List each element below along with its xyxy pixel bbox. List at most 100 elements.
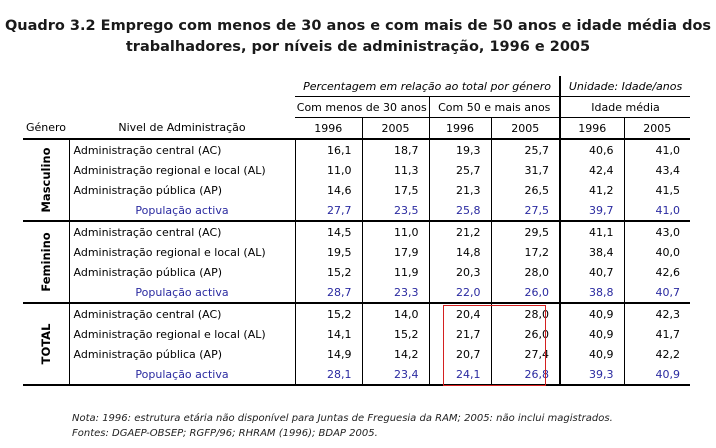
value-cell: 24,1: [428, 364, 491, 386]
value-cell: 42,3: [623, 303, 691, 324]
value-cell: 41,5: [623, 180, 691, 200]
value-cell: 40,7: [559, 262, 625, 282]
year-header: 1996: [559, 117, 625, 140]
value-cell: 42,2: [623, 344, 691, 364]
value-cell: 15,2: [294, 262, 362, 282]
value-cell: 23,5: [361, 200, 429, 222]
admin-level-label: Administração central (AC): [68, 221, 295, 242]
gender-group-label: Feminino: [38, 232, 53, 292]
admin-level-label: População activa: [68, 282, 295, 304]
value-cell: 41,0: [623, 200, 691, 222]
gender-group-cell: TOTAL: [23, 303, 69, 386]
value-cell: 40,9: [559, 324, 625, 344]
value-cell: 41,0: [623, 139, 691, 160]
value-cell: 20,7: [428, 344, 491, 364]
gender-group-cell: Masculino: [23, 139, 69, 222]
table-row: Administração pública (AP) 15,2 11,9 20,3 28…: [23, 262, 691, 282]
year-header: 2005: [490, 117, 561, 140]
admin-level-label: Administração regional e local (AL): [68, 324, 295, 344]
gender-group-cell: Feminino: [23, 221, 69, 304]
value-cell: 43,4: [623, 160, 691, 180]
admin-level-label: Administração regional e local (AL): [68, 242, 295, 262]
gender-group-label: TOTAL: [38, 323, 53, 365]
table-row: Administração regional e local (AL) 19,5 1…: [23, 242, 691, 262]
value-cell: 14,0: [361, 303, 429, 324]
value-cell: 20,3: [428, 262, 491, 282]
value-cell: 28,0: [490, 262, 561, 282]
table-row: Administração pública (AP) 14,6 17,5 21,3 26…: [23, 180, 691, 200]
value-cell: 26,5: [490, 180, 561, 200]
value-cell: 21,2: [428, 221, 491, 242]
table-row: População activa 28,7 23,3 22,0 26,0 38,8 40,7: [23, 282, 691, 304]
value-cell: 38,4: [559, 242, 625, 262]
value-cell: 29,5: [490, 221, 561, 242]
value-cell: 27,7: [294, 200, 362, 222]
column-header-nivel: Nivel de Administração: [69, 117, 295, 140]
admin-level-label: Administração pública (AP): [68, 344, 295, 364]
value-cell: 17,5: [361, 180, 429, 200]
sources-line: Fontes: DGAEP-OBSEP; RGFP/96; RHRAM (199…: [72, 428, 378, 439]
value-cell: 17,2: [490, 242, 561, 262]
value-cell: 14,2: [361, 344, 429, 364]
unit-caption: Unidade: Idade/anos: [559, 76, 691, 97]
value-cell: 14,9: [294, 344, 362, 364]
value-cell: 11,0: [361, 221, 429, 242]
value-cell: 43,0: [623, 221, 691, 242]
value-cell: 19,3: [428, 139, 491, 160]
value-cell: 31,7: [490, 160, 561, 180]
value-cell: 26,8: [490, 364, 561, 386]
value-cell: 41,1: [559, 221, 625, 242]
note-line: Nota: 1996: estrutura etária não disponí…: [72, 413, 613, 424]
group-header-under-30: Com menos de 30 anos: [295, 96, 429, 118]
admin-level-label: Administração regional e local (AL): [68, 160, 295, 180]
value-cell: 27,5: [490, 200, 561, 222]
value-cell: 16,1: [294, 139, 362, 160]
value-cell: 40,9: [623, 364, 691, 386]
value-cell: 14,8: [428, 242, 491, 262]
value-cell: 11,9: [361, 262, 429, 282]
title-line-2: trabalhadores, por níveis de administraç…: [125, 39, 591, 55]
table-title: Quadro 3.2 Emprego com menos de 30 anos …: [0, 16, 716, 58]
value-cell: 26,0: [490, 324, 561, 344]
value-cell: 39,7: [559, 200, 625, 222]
value-cell: 42,6: [623, 262, 691, 282]
table-row: TOTAL Administração central (AC) 15,2 14,0 2…: [23, 303, 691, 386]
value-cell: 25,8: [428, 200, 491, 222]
value-cell: 22,0: [428, 282, 491, 304]
value-cell: 40,9: [559, 303, 625, 324]
gender-group-label: Masculino: [38, 147, 53, 213]
value-cell: 11,0: [294, 160, 362, 180]
admin-level-label: População activa: [68, 200, 295, 222]
year-header: 1996: [295, 117, 362, 140]
value-cell: 25,7: [490, 139, 561, 160]
employment-table: Percentagem em relação ao total por géne…: [23, 76, 691, 386]
title-line-1: Quadro 3.2 Emprego com menos de 30 anos …: [4, 18, 712, 34]
value-cell: 42,4: [559, 160, 625, 180]
notes: Nota: 1996: estrutura etária não disponí…: [72, 411, 613, 441]
value-cell: 27,4: [490, 344, 561, 364]
value-cell: 41,2: [559, 180, 625, 200]
table-row: Feminino Administração central (AC) 14,5 11…: [23, 221, 691, 304]
year-header: 1996: [428, 117, 491, 140]
admin-level-label: Administração pública (AP): [68, 180, 295, 200]
admin-level-label: Administração pública (AP): [68, 262, 295, 282]
admin-level-label: Administração central (AC): [68, 303, 295, 324]
admin-level-label: População activa: [68, 364, 295, 386]
value-cell: 40,9: [559, 344, 625, 364]
value-cell: 15,2: [294, 303, 362, 324]
value-cell: 14,6: [294, 180, 362, 200]
value-cell: 19,5: [294, 242, 362, 262]
highlight-box: [443, 305, 546, 386]
table-row: População activa 28,1 23,4 24,1 26,8 39,3 40,9: [23, 364, 691, 386]
value-cell: 18,7: [361, 139, 429, 160]
value-cell: 15,2: [361, 324, 429, 344]
value-cell: 20,4: [428, 303, 491, 324]
value-cell: 14,1: [294, 324, 362, 344]
value-cell: 40,6: [559, 139, 625, 160]
table-row: População activa 27,7 23,5 25,8 27,5 39,7 41,0: [23, 200, 691, 222]
value-cell: 28,1: [294, 364, 362, 386]
value-cell: 28,7: [294, 282, 362, 304]
column-header-genero: Género: [23, 117, 69, 140]
value-cell: 17,9: [361, 242, 429, 262]
group-header-average-age: Idade média: [559, 96, 691, 118]
